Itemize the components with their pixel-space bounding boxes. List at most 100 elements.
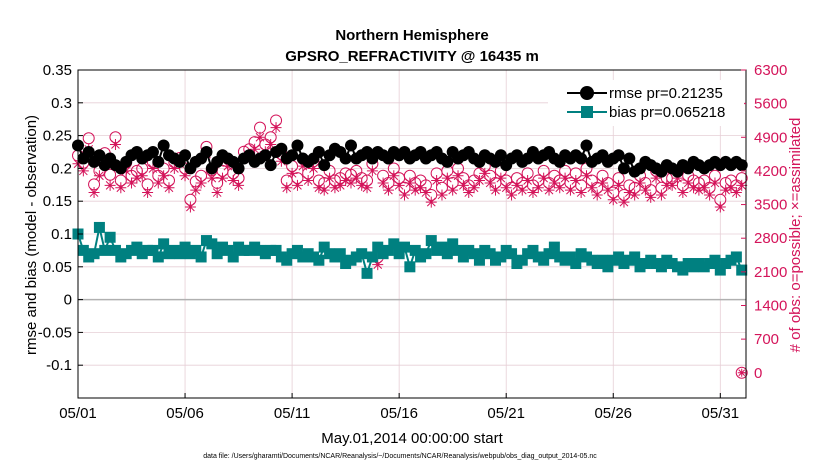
rmse-point xyxy=(612,149,625,162)
rmse-point xyxy=(575,152,588,165)
bias-point xyxy=(495,251,507,263)
bias-point xyxy=(313,254,325,266)
assimilated-obs-point xyxy=(666,179,678,191)
assimilated-obs-point xyxy=(393,179,405,191)
assimilated-obs-point xyxy=(388,170,400,182)
x-tick-label: 05/11 xyxy=(274,405,310,422)
assimilated-obs-point xyxy=(372,259,384,271)
x-tick-label: 05/21 xyxy=(487,405,525,422)
bias-point xyxy=(99,244,111,256)
y-tick-label: 0.35 xyxy=(43,62,72,79)
y2-tick-label: 6300 xyxy=(754,62,787,79)
extra-obs-point xyxy=(735,366,748,379)
rmse-point xyxy=(152,155,165,168)
assimilated-obs-point xyxy=(693,184,705,196)
assimilated-obs-point xyxy=(602,184,614,196)
assimilated-obs-point xyxy=(645,191,657,203)
assimilated-obs-point xyxy=(168,163,180,175)
rmse-point xyxy=(312,146,325,158)
legend-rmse-label: rmse pr=0.21235 xyxy=(609,85,723,102)
bias-point xyxy=(93,221,105,233)
assimilated-obs-point xyxy=(163,182,175,194)
y-tick-label: 0.3 xyxy=(51,95,72,112)
y2-tick-label: 2100 xyxy=(754,264,787,281)
rmse-point xyxy=(318,159,331,172)
assimilated-obs-point xyxy=(607,194,619,206)
bias-point xyxy=(109,244,121,256)
assimilated-obs-point xyxy=(634,177,646,189)
assimilated-obs-point xyxy=(302,175,314,187)
y2-axis-label: # of obs: o=possible; ×=assimilated xyxy=(787,118,804,353)
bias-point xyxy=(190,244,202,256)
possible-obs-point xyxy=(253,121,266,134)
bias-point xyxy=(538,254,550,266)
assimilated-obs-point xyxy=(254,131,266,143)
assimilated-obs-point xyxy=(441,172,453,184)
assimilated-obs-point xyxy=(468,182,480,194)
rmse-point xyxy=(82,146,95,158)
bias-point xyxy=(441,248,453,260)
assimilated-obs-point xyxy=(233,179,245,191)
bias-point xyxy=(147,244,159,256)
bias-point xyxy=(195,251,207,263)
assimilated-obs-point xyxy=(356,179,368,191)
bias-point xyxy=(174,248,186,260)
rmse-point xyxy=(580,139,593,152)
rmse-point xyxy=(441,155,454,168)
assimilated-obs-point xyxy=(190,184,202,196)
assimilated-obs-point xyxy=(500,182,512,194)
rmse-point xyxy=(339,152,352,165)
x-axis-label: May.01,2014 00:00:00 start xyxy=(321,430,503,447)
bias-point xyxy=(404,261,416,273)
assimilated-obs-point xyxy=(714,201,726,213)
assimilated-obs-point xyxy=(618,196,630,208)
rmse-point xyxy=(286,149,299,162)
bias-point xyxy=(372,241,384,253)
bias-point xyxy=(222,244,234,256)
assimilated-obs-point xyxy=(249,143,261,155)
rmse-point xyxy=(344,139,357,152)
chart-subtitle: GPSRO_REFRACTIVITY @ 16435 m xyxy=(285,48,539,65)
rmse-point xyxy=(735,159,748,172)
bias-point xyxy=(366,251,378,263)
assimilated-obs-point xyxy=(281,182,293,194)
bias-point xyxy=(206,238,218,250)
assimilated-obs-point xyxy=(115,182,127,194)
assimilated-obs-point xyxy=(457,179,469,191)
bias-point xyxy=(281,254,293,266)
chart-title: Northern Hemisphere xyxy=(335,27,488,44)
assimilated-obs-point xyxy=(688,182,700,194)
bias-point xyxy=(677,264,689,276)
rmse-point xyxy=(157,139,170,152)
x-tick-label: 05/16 xyxy=(380,405,418,422)
assimilated-obs-point xyxy=(409,184,421,196)
rmse-point xyxy=(617,162,630,175)
assimilated-obs-point xyxy=(329,182,341,194)
bias-point xyxy=(602,261,614,273)
assimilated-obs-point xyxy=(580,170,592,182)
bias-point xyxy=(564,251,576,263)
assimilated-obs-point xyxy=(586,182,598,194)
assimilated-obs-point xyxy=(382,184,394,196)
assimilated-obs-point xyxy=(447,184,459,196)
assimilated-obs-point xyxy=(623,187,635,199)
bias-point xyxy=(409,244,421,256)
assimilated-obs-point xyxy=(559,172,571,184)
bias-point xyxy=(393,248,405,260)
assimilated-obs-point xyxy=(404,177,416,189)
assimilated-obs-point xyxy=(452,170,464,182)
x-tick-label: 05/06 xyxy=(166,405,204,422)
y-tick-label: -0.1 xyxy=(46,357,72,374)
assimilated-obs-point xyxy=(158,170,170,182)
y2-tick-label: 4900 xyxy=(754,129,787,146)
assimilated-obs-point xyxy=(511,179,523,191)
assimilated-obs-point xyxy=(399,189,411,201)
bias-point xyxy=(388,238,400,250)
x-tick-label: 05/26 xyxy=(594,405,632,422)
assimilated-obs-point xyxy=(548,177,560,189)
bias-point xyxy=(516,254,528,266)
assimilated-obs-point xyxy=(639,184,651,196)
rmse-point xyxy=(494,149,507,162)
bias-point xyxy=(457,251,469,263)
